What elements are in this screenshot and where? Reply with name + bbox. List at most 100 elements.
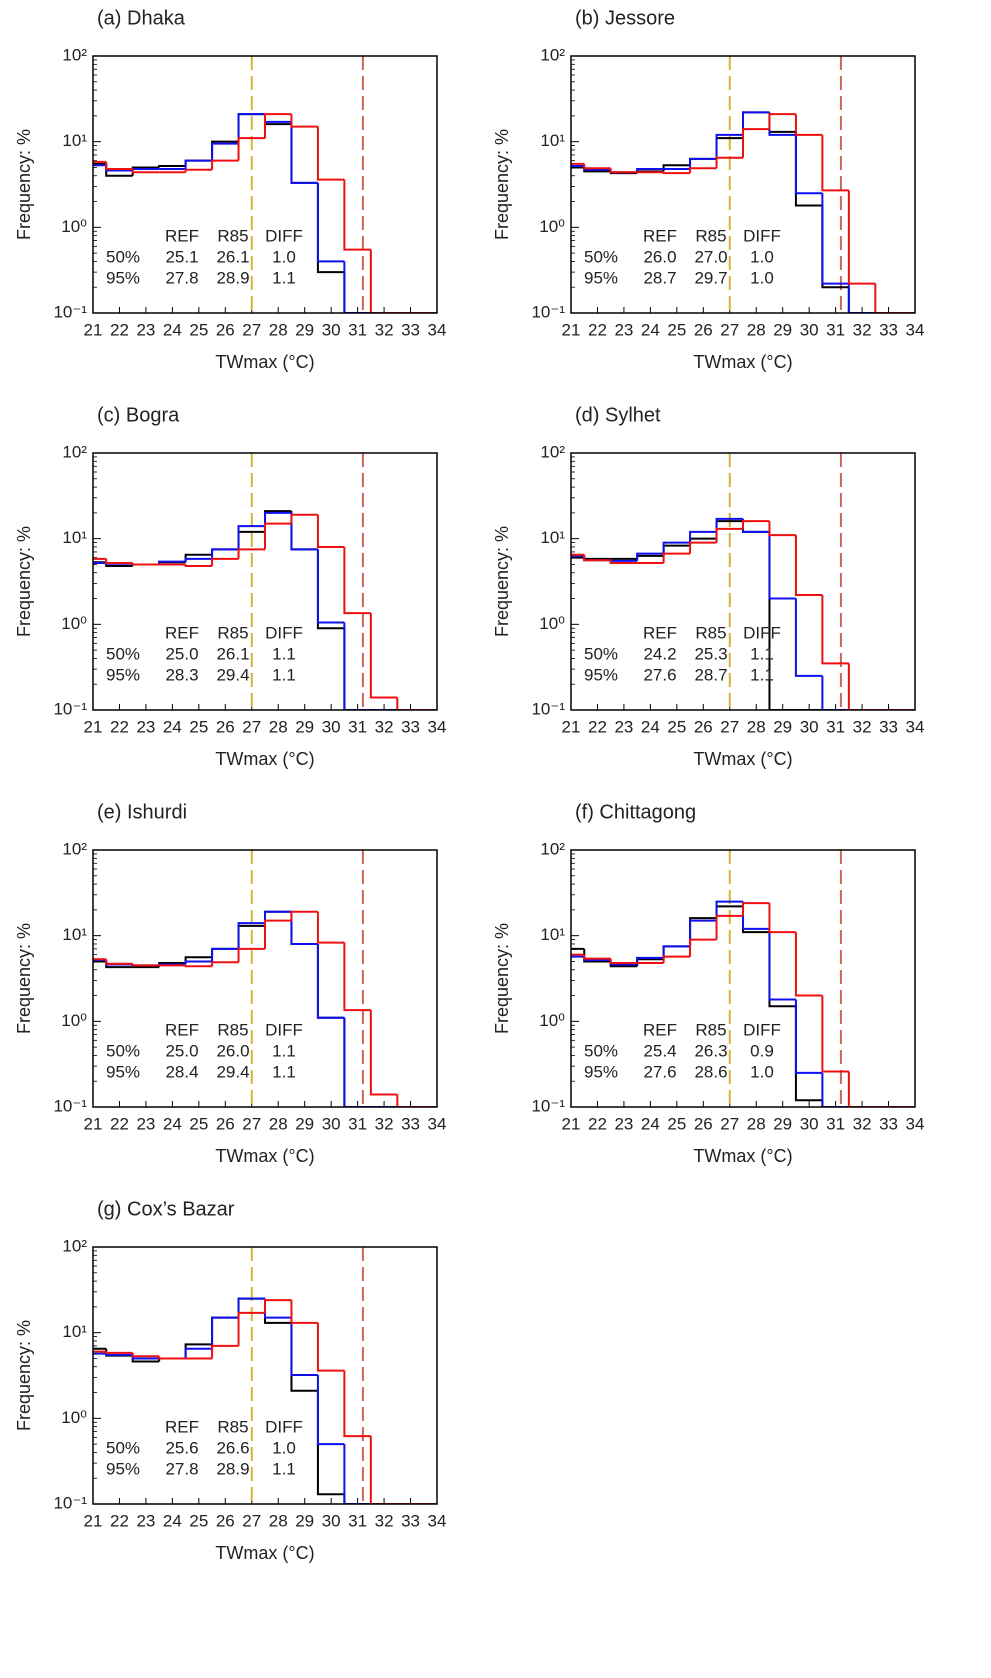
histogram-step (290, 513, 318, 524)
axes-frame (92, 1246, 438, 1505)
x-tick-label: 28 (747, 1114, 766, 1133)
histogram-step (316, 126, 345, 181)
y-tick-label: 10⁰ (61, 217, 87, 236)
histogram-step (316, 514, 345, 548)
stats-row-label: 95% (106, 268, 140, 287)
histogram-step (821, 134, 849, 192)
stats-header: R85 (217, 1020, 248, 1039)
y-tick-label: 10² (62, 442, 87, 461)
histogram-step (290, 910, 318, 921)
stats-row-label: 50% (106, 1438, 140, 1457)
x-tick-label: 26 (694, 1114, 713, 1133)
histogram-step (105, 558, 133, 564)
x-tick-label: 24 (163, 717, 182, 736)
stats-row-label: 95% (584, 268, 618, 287)
panel: (a) Dhaka Frequency: % TWmax (°C) 21 22 23 24 2… (14, 7, 447, 371)
x-tick-label: 22 (110, 1114, 129, 1133)
histogram-step (211, 947, 239, 962)
stats-header: REF (165, 1020, 199, 1039)
stats-header: R85 (217, 1417, 248, 1436)
histogram-step (689, 917, 717, 947)
histogram-step (290, 911, 318, 945)
x-tick-label: 34 (428, 320, 447, 339)
y-axis-label: Frequency: % (492, 129, 512, 240)
histogram-step (847, 663, 876, 710)
x-tick-label: 28 (269, 1511, 288, 1530)
y-tick-label: 10² (62, 45, 87, 64)
x-tick-label: 24 (163, 1511, 182, 1530)
plot-area (93, 850, 437, 1107)
x-tick-label: 33 (401, 1114, 420, 1133)
x-tick-label: 25 (667, 1114, 686, 1133)
histogram-step (821, 193, 849, 285)
x-tick-label: 21 (84, 1114, 103, 1133)
histogram-step (636, 167, 664, 173)
histogram-step (396, 1094, 424, 1107)
x-tick-label: 27 (242, 320, 261, 339)
x-tick-label: 33 (879, 1114, 898, 1133)
histogram-step (264, 1298, 292, 1319)
x-tick-label: 23 (614, 1114, 633, 1133)
histogram-step (131, 963, 160, 967)
panel-title: (f) Chittagong (575, 801, 696, 823)
histogram-step (158, 1356, 186, 1360)
histogram-step (264, 511, 292, 527)
stats-header: DIFF (743, 623, 781, 642)
histogram-step (105, 161, 133, 170)
stats-row-label: 95% (584, 1062, 618, 1081)
histogram-step (290, 124, 318, 184)
x-tick-label: 31 (348, 1114, 367, 1133)
stats-value: 26.0 (216, 1041, 249, 1060)
histogram-step (131, 562, 160, 566)
stats-value: 1.0 (750, 1062, 774, 1081)
histogram-step (343, 179, 371, 251)
y-tick-label: 10⁰ (61, 614, 87, 633)
histogram-step (689, 530, 717, 543)
stats-value: 1.0 (272, 247, 296, 266)
histogram-step (184, 960, 213, 965)
y-tick-label: 10¹ (62, 528, 87, 547)
histogram-step (343, 622, 371, 710)
x-tick-label: 26 (216, 320, 235, 339)
stats-value: 1.0 (272, 1438, 296, 1457)
x-tick-label: 22 (110, 320, 129, 339)
stats-value: 1.0 (750, 247, 774, 266)
histogram-step (211, 1344, 239, 1359)
histogram-step (847, 283, 876, 313)
histogram-step (715, 156, 743, 169)
axes-frame (92, 55, 438, 314)
stats-value: 1.1 (272, 665, 296, 684)
histogram-step (821, 594, 849, 665)
histogram-step (290, 114, 318, 128)
histogram-step (343, 261, 371, 313)
stats-header: DIFF (743, 1020, 781, 1039)
x-tick-label: 28 (747, 320, 766, 339)
stats-value: 28.7 (694, 665, 727, 684)
histogram-step (184, 168, 213, 173)
x-tick-label: 31 (826, 717, 845, 736)
stats-value: 1.1 (272, 1459, 296, 1478)
x-tick-label: 30 (800, 1114, 819, 1133)
histogram-step (742, 520, 770, 529)
histogram-step (211, 1316, 239, 1345)
histogram-step (264, 1298, 292, 1324)
histogram-step (768, 531, 796, 600)
x-tick-label: 29 (773, 717, 792, 736)
histogram-step (742, 521, 770, 533)
stats-value: 27.0 (694, 247, 727, 266)
x-tick-label: 30 (322, 320, 341, 339)
x-tick-label: 24 (641, 320, 660, 339)
histogram-step (821, 675, 849, 710)
x-axis-label: TWmax (°C) (693, 1146, 792, 1166)
stats-row-label: 95% (106, 1062, 140, 1081)
x-tick-label: 32 (853, 1114, 872, 1133)
histogram-step (316, 1375, 345, 1446)
x-tick-label: 25 (189, 1511, 208, 1530)
stats-value: 28.9 (216, 1459, 249, 1478)
histogram-step (689, 919, 717, 947)
histogram-step (237, 137, 265, 161)
panel: (e) Ishurdi Frequency: % TWmax (°C) 21 22 23 2… (14, 801, 447, 1165)
stats-value: 28.7 (643, 268, 676, 287)
x-tick-label: 33 (401, 320, 420, 339)
y-tick-label: 10⁰ (61, 1408, 87, 1427)
